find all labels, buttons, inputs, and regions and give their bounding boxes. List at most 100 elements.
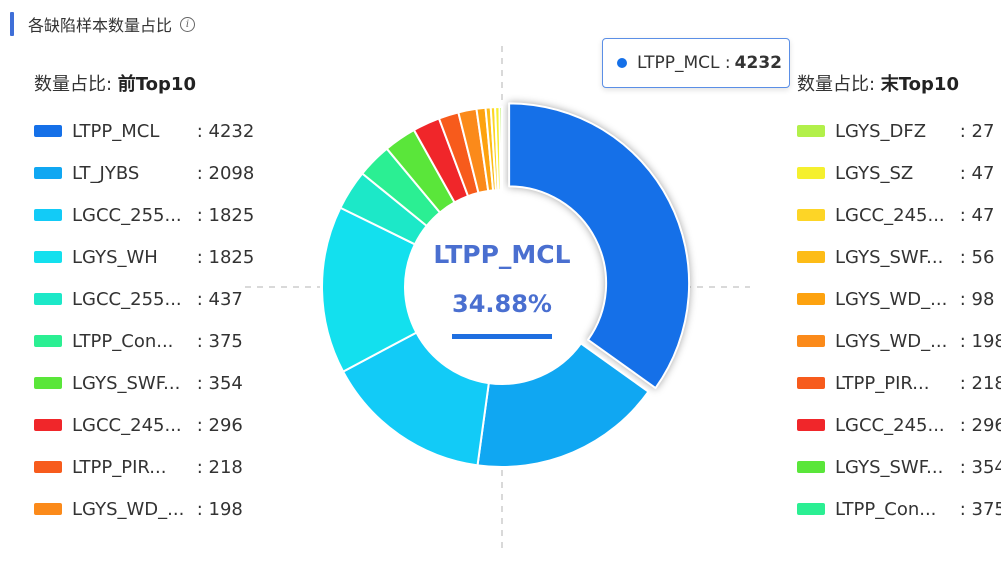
legend-label: LGYS_WD_...	[835, 330, 948, 352]
legend-value: : 296	[191, 414, 243, 436]
legend-swatch	[797, 251, 825, 263]
legend-item[interactable]: LTPP_PIR... : 218	[797, 362, 1001, 404]
card-title: 各缺陷样本数量占比	[28, 16, 173, 35]
legend-label: LTPP_PIR...	[835, 372, 930, 394]
legend-swatch	[34, 293, 62, 305]
legend-swatch	[34, 419, 62, 431]
legend-value: : 218	[191, 456, 243, 478]
legend-item[interactable]: LGYS_WD_... : 198	[34, 488, 254, 530]
chart-tooltip: LTPP_MCL : 4232	[602, 38, 790, 88]
legend-label: LGYS_SWF...	[835, 246, 944, 268]
legend-bottom10: 数量占比: 末Top10 LGYS_DFZ : 27 LGYS_SZ : 47 LG…	[797, 70, 1001, 530]
legend-swatch	[797, 377, 825, 389]
legend-label: LGYS_SZ	[835, 162, 914, 184]
legend-label: LGYS_DFZ	[835, 120, 927, 142]
legend-item[interactable]: LGCC_245... : 47	[797, 194, 1001, 236]
legend-swatch	[34, 503, 62, 515]
legend-item[interactable]: LGYS_WD_... : 198	[797, 320, 1001, 362]
legend-label: LGCC_245...	[72, 414, 182, 436]
legend-label: LGCC_255...	[72, 288, 182, 310]
legend-item[interactable]: LGYS_WH : 1825	[34, 236, 254, 278]
legend-label: LTPP_PIR...	[72, 456, 167, 478]
legend-item[interactable]: LGYS_SZ : 47	[797, 152, 1001, 194]
legend-top10-prefix: 数量占比:	[34, 74, 118, 95]
legend-value: : 4232	[191, 120, 255, 142]
legend-swatch	[34, 335, 62, 347]
legend-value: : 47	[954, 162, 995, 184]
donut-slice[interactable]	[498, 106, 503, 192]
legend-item[interactable]: LTPP_PIR... : 218	[34, 446, 254, 488]
legend-label: LGYS_WD_...	[72, 498, 185, 520]
legend-item[interactable]: LGYS_SWF... : 354	[34, 362, 254, 404]
legend-item[interactable]: LGCC_245... : 296	[34, 404, 254, 446]
legend-item[interactable]: LGYS_SWF... : 56	[797, 236, 1001, 278]
tooltip-dot	[617, 58, 627, 68]
legend-item[interactable]: LTPP_Con... : 375	[797, 488, 1001, 530]
legend-bottom10-prefix: 数量占比:	[797, 74, 881, 95]
legend-swatch	[34, 209, 62, 221]
legend-item[interactable]: LGCC_255... : 437	[34, 278, 254, 320]
legend-label: LTPP_Con...	[72, 330, 174, 352]
legend-value: : 375	[191, 330, 243, 352]
legend-item[interactable]: LGYS_WD_... : 98	[797, 278, 1001, 320]
legend-label: LGYS_SWF...	[835, 456, 944, 478]
legend-label: LGYS_SWF...	[72, 372, 181, 394]
legend-bottom10-title: 末Top10	[880, 74, 959, 95]
legend-swatch	[797, 503, 825, 515]
legend-swatch	[797, 419, 825, 431]
legend-item[interactable]: LGCC_245... : 296	[797, 404, 1001, 446]
legend-value: : 218	[954, 372, 1001, 394]
legend-top10-title: 前Top10	[117, 74, 196, 95]
legend-top10-heading: 数量占比: 前Top10	[34, 70, 254, 96]
legend-value: : 47	[954, 204, 995, 226]
legend-label: LGCC_245...	[835, 204, 945, 226]
legend-swatch	[34, 377, 62, 389]
legend-value: : 1825	[191, 204, 255, 226]
legend-swatch	[797, 167, 825, 179]
legend-value: : 296	[954, 414, 1001, 436]
legend-item[interactable]: LGYS_SWF... : 354	[797, 446, 1001, 488]
legend-item[interactable]: LGYS_DFZ : 27	[797, 110, 1001, 152]
tooltip-colon: :	[719, 53, 731, 73]
legend-item[interactable]: LGCC_255... : 1825	[34, 194, 254, 236]
legend-swatch	[797, 209, 825, 221]
legend-swatch	[34, 251, 62, 263]
legend-label: LGCC_255...	[72, 204, 182, 226]
legend-swatch	[797, 293, 825, 305]
tooltip-value: 4232	[734, 53, 782, 73]
legend-swatch	[797, 335, 825, 347]
legend-value: : 2098	[191, 162, 255, 184]
info-icon[interactable]: i	[180, 16, 196, 32]
legend-top10: 数量占比: 前Top10 LTPP_MCL : 4232 LT_JYBS : 20…	[34, 70, 254, 530]
legend-swatch	[797, 461, 825, 473]
legend-label: LGYS_WD_...	[835, 288, 948, 310]
legend-item[interactable]: LT_JYBS : 2098	[34, 152, 254, 194]
legend-swatch	[34, 125, 62, 137]
donut-slice[interactable]	[476, 342, 650, 468]
legend-item[interactable]: LTPP_MCL : 4232	[34, 110, 254, 152]
title-accent-bar	[10, 12, 14, 36]
legend-label: LT_JYBS	[72, 162, 140, 184]
legend-swatch	[34, 167, 62, 179]
center-slice-percent: 34.88%	[452, 290, 552, 318]
card-header: 各缺陷样本数量占比 i	[10, 10, 196, 38]
legend-label: LTPP_Con...	[835, 498, 937, 520]
donut-slice[interactable]	[508, 102, 691, 390]
legend-label: LGYS_WH	[72, 246, 158, 268]
legend-value: : 1825	[191, 246, 255, 268]
legend-item[interactable]: LTPP_Con... : 375	[34, 320, 254, 362]
legend-value: : 354	[191, 372, 243, 394]
center-underline	[452, 334, 552, 339]
center-slice-name: LTPP_MCL	[433, 240, 571, 269]
legend-label: LTPP_MCL	[72, 120, 160, 142]
legend-value: : 375	[954, 498, 1001, 520]
legend-value: : 98	[954, 288, 995, 310]
legend-swatch	[34, 461, 62, 473]
legend-value: : 27	[954, 120, 995, 142]
legend-swatch	[797, 125, 825, 137]
legend-value: : 354	[954, 456, 1001, 478]
legend-value: : 56	[954, 246, 995, 268]
legend-label: LGCC_245...	[835, 414, 945, 436]
legend-value: : 198	[954, 330, 1001, 352]
